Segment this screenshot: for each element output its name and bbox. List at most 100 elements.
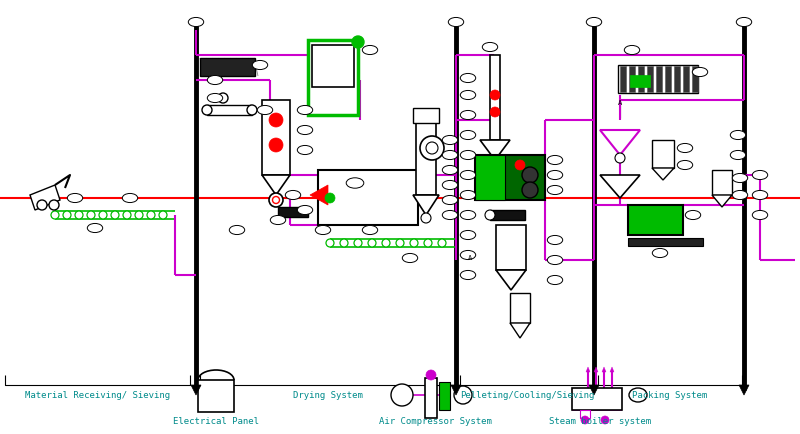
Circle shape [269, 138, 283, 152]
Text: Material Receiving/ Sieving: Material Receiving/ Sieving [25, 391, 170, 400]
Bar [308, 40, 358, 115]
Circle shape [424, 239, 432, 247]
Bar [207, 105, 252, 115]
Ellipse shape [258, 105, 273, 115]
Circle shape [325, 193, 335, 203]
Bar [618, 65, 698, 93]
Bar [490, 210, 525, 220]
Ellipse shape [270, 215, 286, 224]
Ellipse shape [732, 174, 748, 183]
Circle shape [368, 239, 376, 247]
Circle shape [37, 200, 47, 210]
Ellipse shape [732, 191, 748, 200]
Ellipse shape [482, 43, 498, 52]
Circle shape [111, 211, 119, 219]
Polygon shape [602, 367, 606, 372]
Ellipse shape [252, 60, 268, 69]
Ellipse shape [460, 110, 476, 119]
Bar [510, 293, 530, 323]
Ellipse shape [460, 73, 476, 82]
Ellipse shape [624, 46, 640, 55]
Bar [692, 66, 698, 92]
Circle shape [522, 182, 538, 198]
Polygon shape [586, 367, 590, 372]
Polygon shape [589, 385, 599, 395]
Circle shape [218, 93, 228, 103]
Ellipse shape [442, 210, 458, 220]
Ellipse shape [207, 76, 222, 85]
Bar [628, 205, 683, 235]
Bar [638, 66, 644, 92]
Ellipse shape [460, 90, 476, 99]
Circle shape [438, 239, 446, 247]
Circle shape [269, 193, 283, 207]
Polygon shape [510, 323, 530, 338]
Circle shape [49, 200, 59, 210]
Ellipse shape [730, 131, 746, 140]
Bar [628, 238, 703, 246]
Bar [425, 378, 437, 418]
Circle shape [63, 211, 71, 219]
Bar [475, 155, 545, 200]
Bar [490, 55, 500, 140]
Polygon shape [496, 270, 526, 290]
Polygon shape [30, 185, 60, 210]
Ellipse shape [230, 225, 245, 234]
Circle shape [159, 211, 167, 219]
Circle shape [51, 211, 59, 219]
Ellipse shape [678, 144, 693, 152]
Bar [198, 380, 234, 412]
Bar [665, 66, 671, 92]
Text: Air Compressor System: Air Compressor System [378, 418, 491, 427]
Bar [647, 66, 653, 92]
Circle shape [123, 211, 131, 219]
Ellipse shape [547, 155, 562, 164]
Ellipse shape [460, 171, 476, 180]
Ellipse shape [547, 236, 562, 244]
Polygon shape [739, 385, 749, 395]
Ellipse shape [346, 178, 364, 188]
Circle shape [601, 416, 609, 424]
Polygon shape [594, 367, 598, 372]
Bar [629, 66, 635, 92]
Text: Electrical Panel: Electrical Panel [173, 418, 259, 427]
Text: Drying System: Drying System [293, 391, 363, 400]
Ellipse shape [442, 135, 458, 145]
Circle shape [273, 197, 279, 204]
Ellipse shape [442, 181, 458, 190]
Ellipse shape [752, 210, 768, 220]
Polygon shape [610, 367, 614, 372]
Ellipse shape [547, 276, 562, 285]
Ellipse shape [586, 17, 602, 26]
Bar [572, 388, 622, 410]
Ellipse shape [547, 185, 562, 194]
Bar [262, 100, 290, 175]
Circle shape [269, 113, 283, 127]
Circle shape [581, 416, 589, 424]
Circle shape [522, 167, 538, 183]
Bar [652, 140, 674, 168]
Circle shape [99, 211, 107, 219]
Bar [630, 75, 650, 87]
Bar [486, 155, 504, 175]
Ellipse shape [122, 194, 138, 203]
Circle shape [490, 90, 500, 100]
Bar [620, 66, 626, 92]
Ellipse shape [67, 194, 82, 203]
Text: A: A [618, 100, 622, 106]
Ellipse shape [547, 171, 562, 180]
Ellipse shape [460, 270, 476, 279]
Ellipse shape [686, 210, 701, 220]
Circle shape [354, 239, 362, 247]
Bar [580, 410, 590, 418]
Ellipse shape [460, 191, 476, 200]
Circle shape [202, 105, 212, 115]
Ellipse shape [448, 17, 464, 26]
Ellipse shape [442, 195, 458, 204]
Text: Steam boiler system: Steam boiler system [549, 418, 651, 427]
Circle shape [421, 213, 431, 223]
Ellipse shape [730, 151, 746, 160]
Circle shape [382, 239, 390, 247]
Circle shape [135, 211, 143, 219]
Ellipse shape [460, 230, 476, 240]
